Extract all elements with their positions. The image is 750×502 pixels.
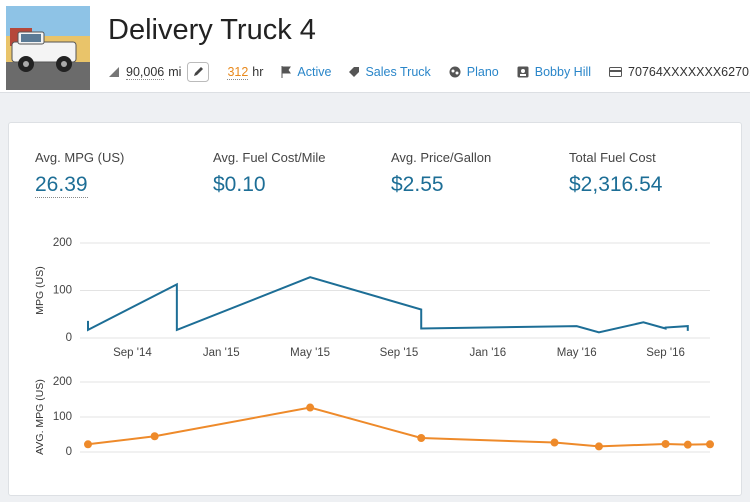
header: Delivery Truck 4 90,006 mi 312 hr Active… xyxy=(0,0,750,93)
data-point xyxy=(683,440,692,449)
stat-label: Avg. Fuel Cost/Mile xyxy=(213,150,326,165)
odometer-unit: mi xyxy=(168,65,182,79)
vehicle-name: Delivery Truck 4 xyxy=(108,14,316,46)
group-icon xyxy=(349,67,360,77)
x-tick-label: Sep '16 xyxy=(646,347,685,359)
edit-button[interactable] xyxy=(187,62,210,82)
stat-label: Avg. MPG (US) xyxy=(35,150,125,165)
stat: Total Fuel Cost $2,316.54 xyxy=(569,150,662,197)
y-tick-label: 0 xyxy=(66,332,72,344)
y-tick-label: 100 xyxy=(53,285,72,297)
stat: Avg. Price/Gallon $2.55 xyxy=(391,150,491,197)
status[interactable]: Active xyxy=(297,65,332,79)
x-tick-label: Sep '15 xyxy=(380,347,419,359)
location-icon xyxy=(449,66,461,78)
status-icon xyxy=(281,66,292,78)
data-point xyxy=(706,440,714,449)
x-tick-label: May '15 xyxy=(290,347,330,359)
stat-label: Total Fuel Cost xyxy=(569,150,656,165)
data-point xyxy=(306,403,315,412)
x-tick-label: May '16 xyxy=(557,347,597,359)
y-axis-title: AVG. MPG (US) xyxy=(34,379,46,455)
y-axis-title: MPG (US) xyxy=(34,266,46,314)
stat-value: $2.55 xyxy=(391,173,444,196)
hours-value[interactable]: 312 xyxy=(227,64,249,80)
location[interactable]: Plano xyxy=(466,65,499,79)
data-line xyxy=(87,276,689,334)
stat-value[interactable]: 26.39 xyxy=(35,173,88,198)
hours-unit: hr xyxy=(252,65,264,79)
stat-label: Avg. Price/Gallon xyxy=(391,150,492,165)
card-icon xyxy=(609,67,623,77)
odometer-value[interactable]: 90,006 xyxy=(126,64,165,80)
group[interactable]: Sales Truck xyxy=(365,65,431,79)
data-point xyxy=(417,434,426,442)
y-tick-label: 0 xyxy=(66,446,72,458)
data-line xyxy=(87,406,711,448)
y-tick-label: 200 xyxy=(53,237,72,249)
odometer-icon xyxy=(109,67,119,77)
data-point xyxy=(550,438,559,447)
stat: Avg. Fuel Cost/Mile $0.10 xyxy=(213,150,325,197)
operator-icon xyxy=(517,66,529,78)
fuel-card: 70764XXXXXXX62701 xyxy=(628,65,750,79)
data-point xyxy=(84,440,92,449)
x-tick-label: Jan '15 xyxy=(203,347,240,359)
data-point xyxy=(661,439,670,448)
vehicle-meta: 90,006 mi 312 hr Active Sales Truck Plan… xyxy=(108,62,750,82)
stat-value: $0.10 xyxy=(213,173,266,196)
data-point xyxy=(150,432,159,441)
y-tick-label: 100 xyxy=(53,411,72,423)
operator[interactable]: Bobby Hill xyxy=(534,65,592,79)
vehicle-photo xyxy=(6,6,90,90)
data-point xyxy=(594,442,603,451)
x-tick-label: Sep '14 xyxy=(113,347,152,359)
y-tick-label: 200 xyxy=(53,376,72,388)
stat: Avg. MPG (US) 26.39 xyxy=(35,150,124,198)
x-tick-label: Jan '16 xyxy=(469,347,506,359)
stat-value: $2,316.54 xyxy=(569,173,663,196)
